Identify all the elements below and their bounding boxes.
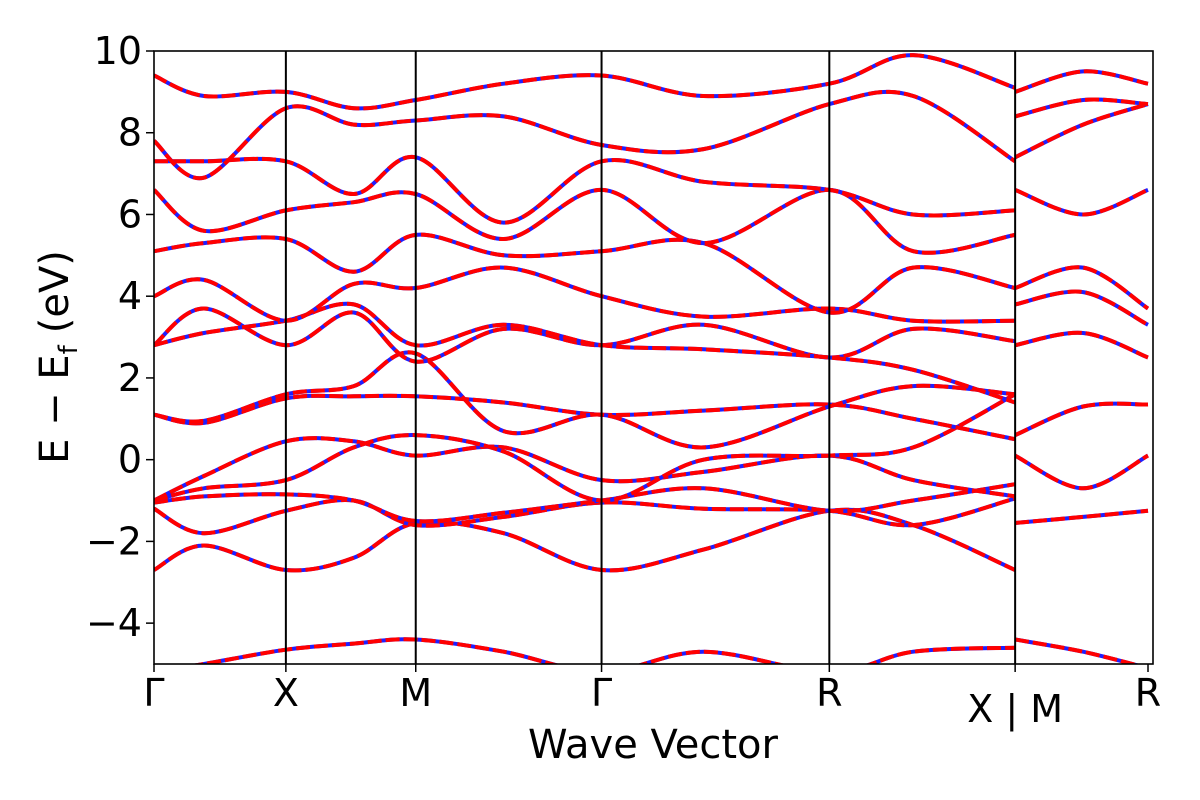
x-tick-label-0: Γ bbox=[143, 671, 164, 715]
band-line-under-26 bbox=[1014, 637, 1141, 664]
band-line-7 bbox=[154, 393, 1016, 442]
y-axis-label-main: E − E bbox=[32, 354, 78, 464]
y-axis-label-unit: (eV) bbox=[32, 250, 78, 333]
y-axis-label-subscript: f bbox=[54, 344, 84, 354]
x-tick-label-6: R bbox=[1135, 671, 1161, 715]
band-line-13 bbox=[154, 265, 1016, 324]
band-line-under-16 bbox=[1014, 289, 1149, 327]
band-line-under-11 bbox=[1014, 330, 1149, 360]
y-tick-label-5: 6 bbox=[118, 192, 142, 236]
x-tick-label-4: R bbox=[816, 671, 842, 715]
x-tick-label-5: X | M bbox=[967, 687, 1063, 732]
band-line-14 bbox=[1014, 265, 1150, 311]
x-tick-label-1: X bbox=[273, 671, 299, 715]
y-axis-ticks: −4 −2 0 2 4 6 8 10 bbox=[86, 29, 154, 645]
bands-layer bbox=[154, 53, 1150, 664]
band-line-1 bbox=[1014, 508, 1149, 525]
band-line-10 bbox=[154, 306, 1016, 364]
y-axis-label: E − Ef (eV) bbox=[32, 250, 84, 464]
y-tick-label-0: −4 bbox=[86, 601, 142, 645]
band-line-4 bbox=[154, 436, 1016, 503]
y-tick-label-4: 4 bbox=[118, 274, 142, 318]
x-tick-label-3: Γ bbox=[591, 671, 612, 715]
band-line-15 bbox=[154, 232, 1016, 315]
y-tick-label-6: 8 bbox=[118, 111, 142, 155]
high-symmetry-lines bbox=[284, 51, 1017, 664]
band-line-22 bbox=[1014, 97, 1149, 119]
y-tick-label-3: 2 bbox=[118, 356, 142, 400]
y-tick-label-7: 10 bbox=[94, 29, 142, 73]
band-line-25 bbox=[191, 637, 1016, 664]
plot-frame bbox=[153, 50, 1154, 665]
band-line-under-24 bbox=[1014, 69, 1149, 94]
band-line-17 bbox=[154, 187, 1016, 255]
band-line-9 bbox=[154, 350, 1016, 450]
x-axis-label: Wave Vector bbox=[528, 722, 779, 768]
y-tick-label-1: −2 bbox=[86, 519, 142, 563]
band-line-3 bbox=[154, 482, 1016, 524]
x-tick-label-2: M bbox=[399, 671, 432, 715]
band-line-23 bbox=[154, 53, 1016, 111]
y-tick-label-2: 0 bbox=[118, 438, 142, 482]
band-line-20 bbox=[1014, 102, 1149, 160]
band-line-6 bbox=[154, 392, 1017, 503]
band-line-2 bbox=[154, 496, 1016, 536]
band-line-5 bbox=[1014, 453, 1149, 491]
band-line-8 bbox=[1014, 401, 1149, 437]
band-line-21 bbox=[154, 89, 1017, 181]
x-axis-ticks: Γ X M Γ R X | M R bbox=[143, 664, 1161, 732]
band-line-18 bbox=[1014, 188, 1149, 217]
